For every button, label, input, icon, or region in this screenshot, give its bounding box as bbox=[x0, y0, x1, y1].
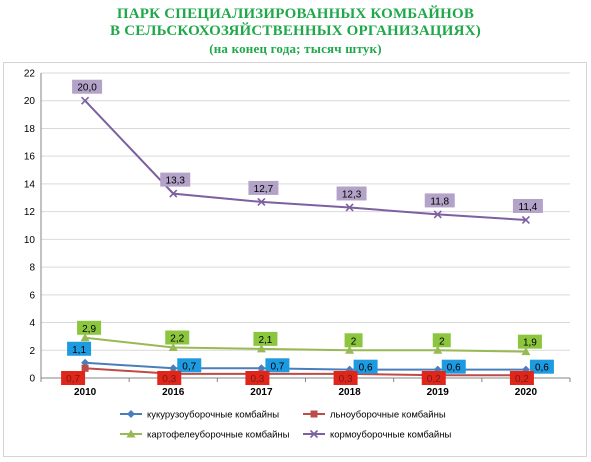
data-label-box bbox=[177, 358, 202, 373]
data-label-box bbox=[336, 186, 367, 201]
data-label-box bbox=[424, 193, 455, 208]
data-point bbox=[256, 344, 266, 353]
data-point bbox=[168, 343, 178, 351]
data-point bbox=[169, 189, 178, 198]
data-point bbox=[521, 347, 531, 356]
data-label-box bbox=[61, 371, 86, 385]
data-label-box bbox=[441, 359, 466, 374]
data-label-box bbox=[265, 358, 290, 373]
x-tick-label: 2010 bbox=[74, 387, 97, 398]
data-point bbox=[433, 345, 443, 354]
data-label: 20,0 bbox=[77, 83, 97, 94]
data-label: 12,7 bbox=[254, 184, 274, 195]
data-point bbox=[345, 203, 354, 212]
data-label: 0,2 bbox=[515, 374, 529, 385]
y-tick-label: 16 bbox=[24, 152, 36, 163]
data-label-box bbox=[160, 172, 191, 187]
y-tick-label: 0 bbox=[29, 374, 35, 385]
series-line bbox=[84, 100, 526, 221]
data-label: 11,4 bbox=[519, 202, 538, 213]
data-label-box bbox=[421, 371, 446, 385]
data-label: 0,3 bbox=[339, 374, 353, 385]
data-point bbox=[81, 96, 90, 105]
data-label: 1,1 bbox=[72, 345, 86, 356]
data-label-box bbox=[245, 371, 270, 385]
data-point bbox=[126, 429, 136, 438]
data-label: 2,1 bbox=[258, 335, 272, 346]
data-label-box bbox=[248, 180, 279, 195]
data-label-box bbox=[344, 333, 363, 348]
chart-frame bbox=[3, 62, 587, 457]
y-tick-label: 22 bbox=[24, 69, 36, 80]
y-tick-label: 8 bbox=[29, 263, 35, 274]
data-label-box bbox=[432, 333, 451, 348]
data-label: 0,2 bbox=[427, 374, 441, 385]
data-label-box bbox=[253, 331, 278, 346]
data-point bbox=[127, 410, 135, 418]
data-label-box bbox=[77, 320, 102, 335]
data-point bbox=[345, 345, 355, 354]
data-point bbox=[81, 358, 90, 367]
data-label: 0,6 bbox=[447, 363, 461, 374]
data-label-box bbox=[353, 359, 378, 374]
x-tick-label: 2017 bbox=[250, 387, 273, 398]
data-label: 2 bbox=[351, 336, 357, 347]
data-label: 13,3 bbox=[166, 176, 186, 187]
y-tick-label: 12 bbox=[24, 207, 36, 218]
data-label: 0,7 bbox=[270, 361, 284, 372]
data-point bbox=[80, 333, 90, 342]
data-label-box bbox=[509, 371, 534, 385]
data-label-box bbox=[157, 371, 182, 385]
data-label-box bbox=[67, 341, 92, 356]
data-label-box bbox=[72, 79, 103, 94]
chart-subtitle: (на конец года; тысяч штук) bbox=[209, 41, 382, 56]
data-label: 0,3 bbox=[162, 374, 176, 385]
y-tick-label: 18 bbox=[24, 124, 36, 135]
y-tick-label: 2 bbox=[29, 346, 35, 357]
data-label-box bbox=[512, 198, 543, 213]
data-point bbox=[309, 429, 319, 439]
chart-title-line-2: В СЕЛЬСКОХОЗЯЙСТВЕННЫХ ОРГАНИЗАЦИЯХ) bbox=[110, 23, 481, 39]
y-tick-label: 14 bbox=[24, 179, 36, 190]
x-tick-label: 2019 bbox=[427, 387, 450, 398]
data-label: 11,8 bbox=[430, 196, 449, 207]
data-point bbox=[433, 210, 442, 219]
data-label: 2,9 bbox=[82, 324, 96, 335]
data-label: 0,7 bbox=[66, 374, 80, 385]
x-tick-label: 2016 bbox=[162, 387, 185, 398]
data-point bbox=[169, 364, 178, 373]
x-tick-label: 2020 bbox=[515, 387, 538, 398]
y-tick-label: 4 bbox=[29, 318, 35, 329]
data-label: 0,3 bbox=[250, 374, 264, 385]
legend-label: кормоуборочные комбайны bbox=[330, 430, 451, 441]
data-label: 12,3 bbox=[342, 189, 362, 200]
data-label: 0,7 bbox=[182, 361, 196, 372]
data-label: 2,2 bbox=[170, 334, 184, 345]
data-label: 0,6 bbox=[359, 363, 373, 374]
chart-title-block: ПАРК СПЕЦИАЛИЗИРОВАННЫХ КОМБАЙНОВ В СЕЛЬ… bbox=[0, 6, 591, 57]
data-point bbox=[81, 364, 89, 372]
data-label-box bbox=[529, 359, 554, 374]
y-tick-label: 6 bbox=[29, 290, 35, 301]
data-point bbox=[521, 215, 530, 225]
data-label: 2 bbox=[439, 336, 445, 347]
data-label-box bbox=[333, 371, 358, 385]
chart-title-line-1: ПАРК СПЕЦИАЛИЗИРОВАННЫХ КОМБАЙНОВ bbox=[116, 6, 475, 22]
x-tick-label: 2018 bbox=[338, 387, 361, 398]
y-tick-label: 10 bbox=[24, 235, 36, 246]
data-label: 1,9 bbox=[523, 338, 537, 349]
legend-label: кукурузоуборочные комбайны bbox=[147, 410, 279, 421]
data-label-box bbox=[165, 330, 190, 345]
data-point bbox=[310, 410, 318, 418]
data-point bbox=[257, 197, 266, 206]
data-label: 0,6 bbox=[535, 363, 549, 374]
data-point bbox=[257, 364, 266, 373]
y-tick-label: 20 bbox=[24, 96, 36, 107]
series-line bbox=[84, 336, 526, 353]
data-label-box bbox=[517, 334, 542, 349]
legend-label: картофелеуборочные комбайны bbox=[147, 430, 290, 441]
legend-label: льноуборочные комбайны bbox=[330, 410, 446, 421]
